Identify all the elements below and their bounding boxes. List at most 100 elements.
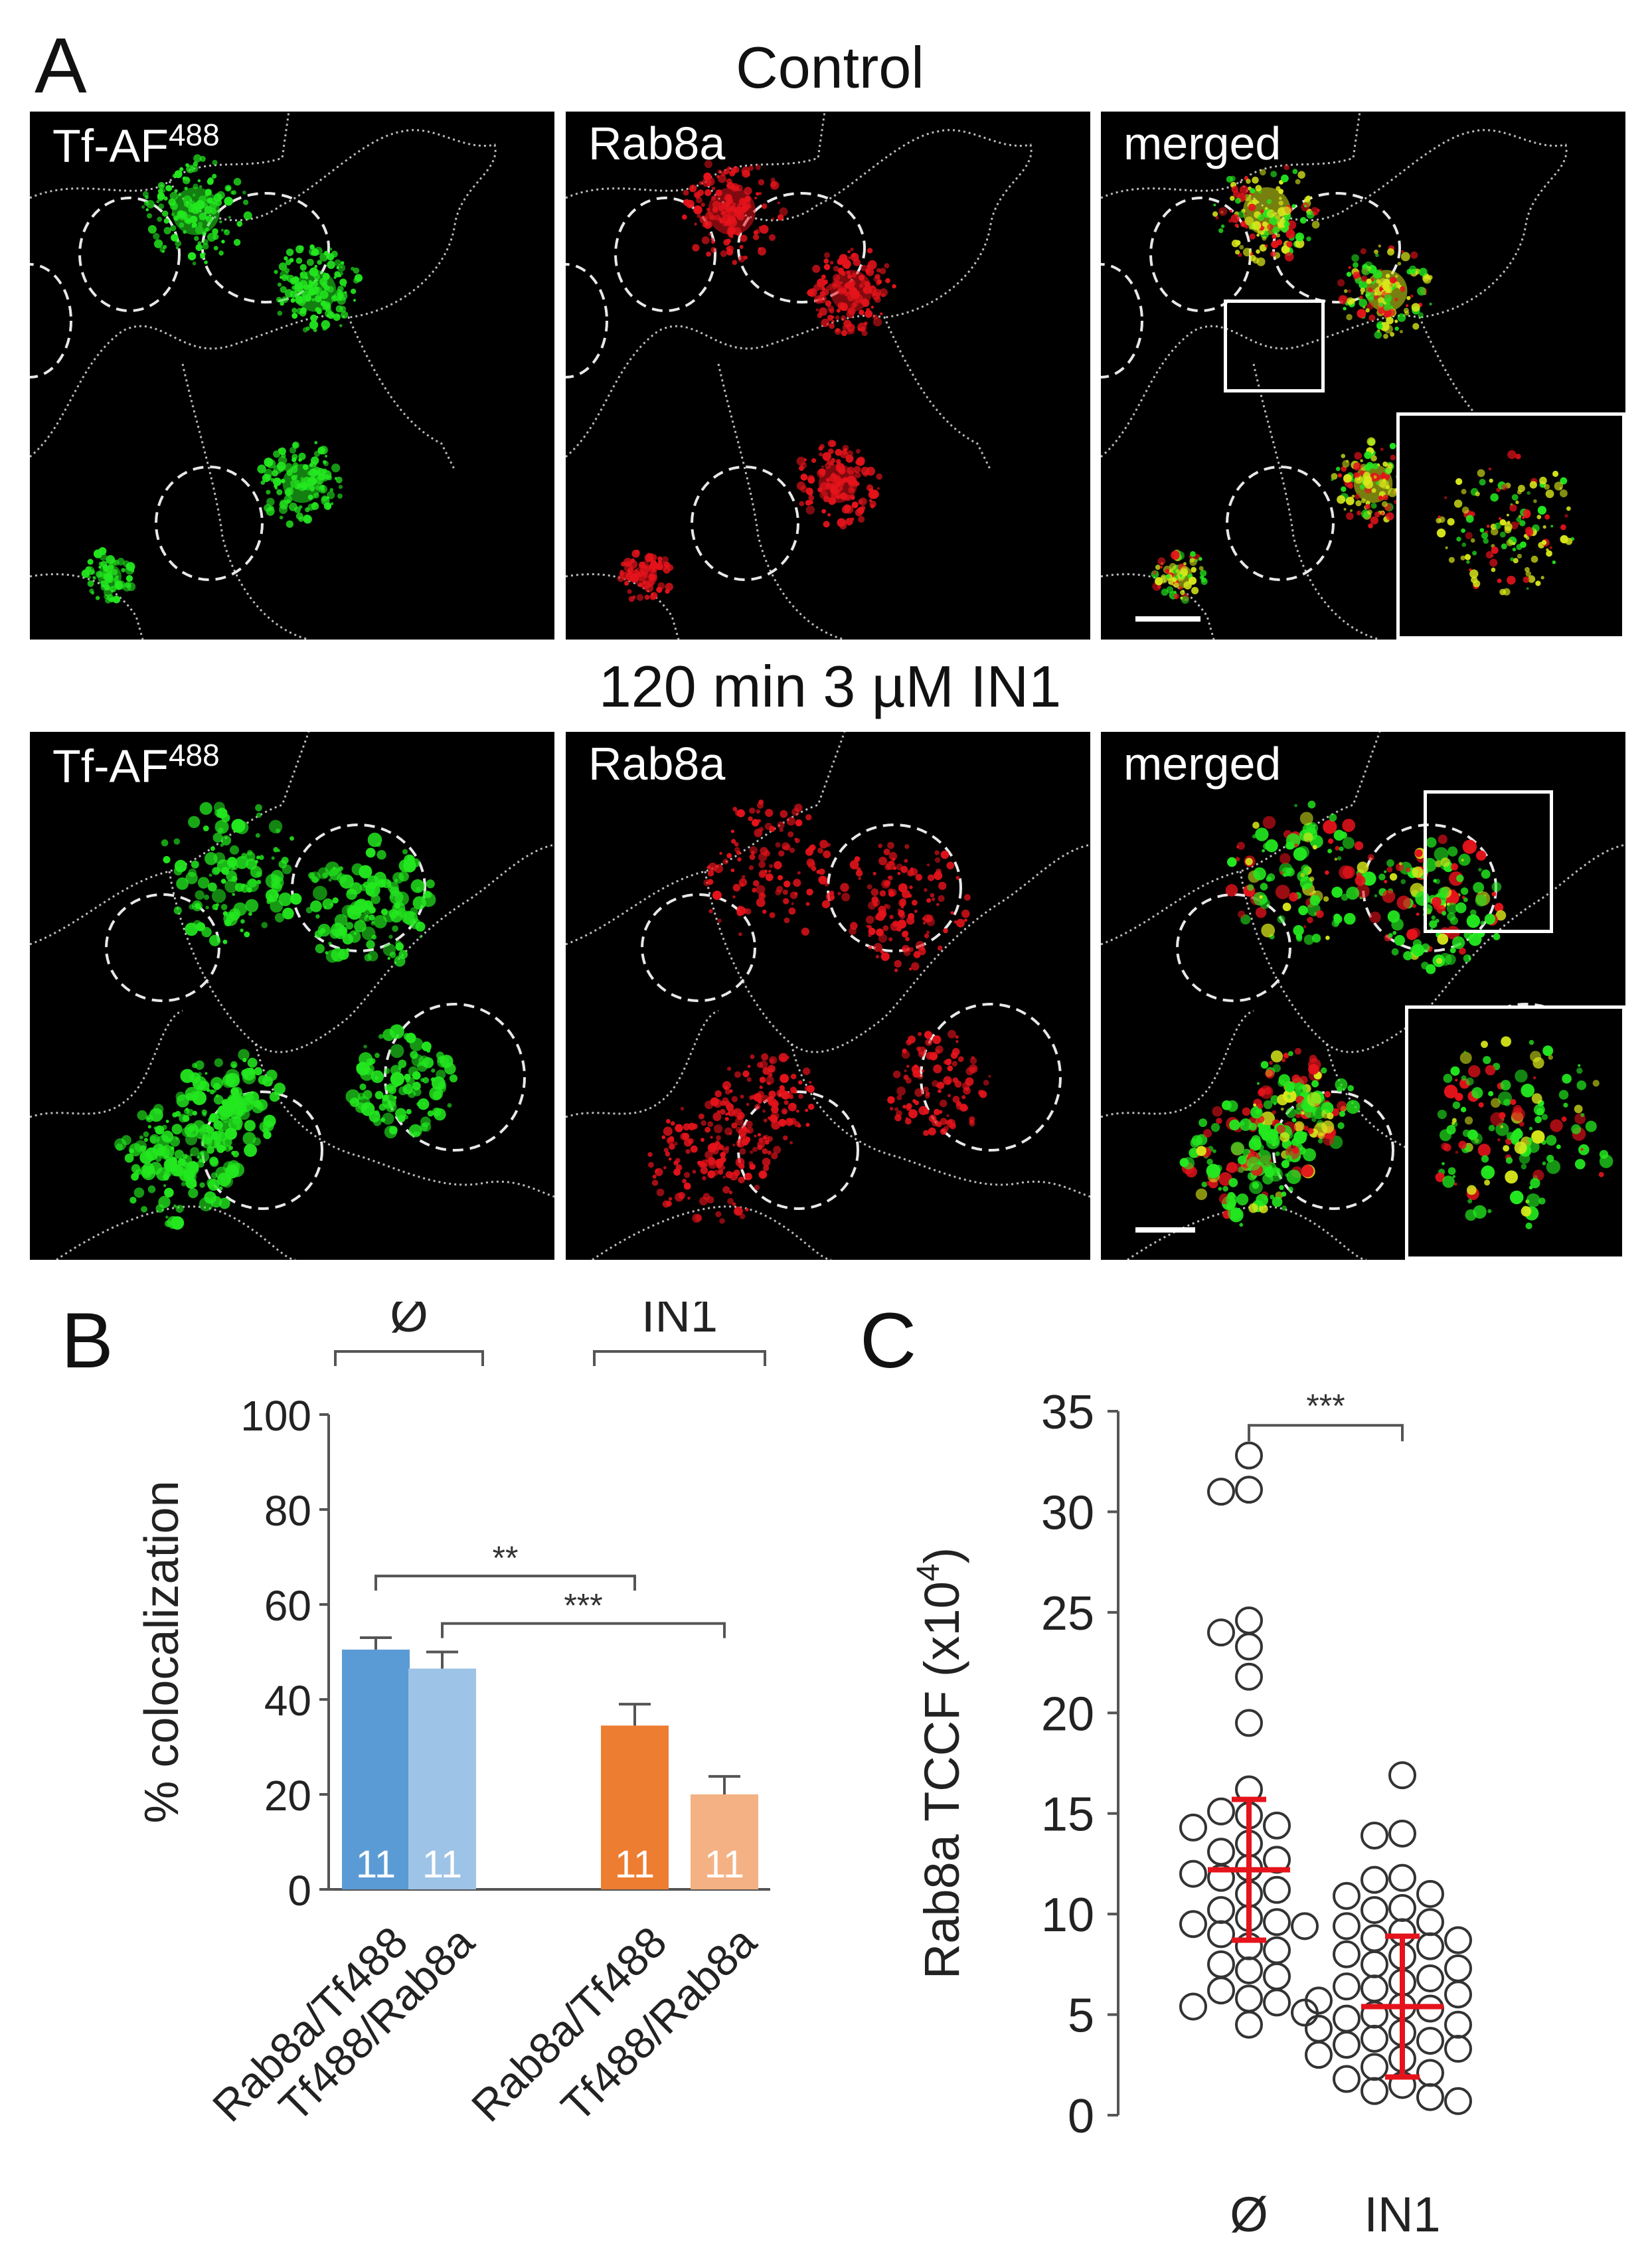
cell-outline-overlay	[30, 112, 497, 640]
group-label: IN1	[641, 1302, 718, 1342]
data-point	[1207, 1838, 1235, 1866]
data-point	[1333, 1972, 1361, 2001]
data-point	[1333, 2004, 1361, 2033]
data-point	[1333, 1881, 1361, 1910]
data-point	[1305, 2014, 1333, 2043]
data-point	[1207, 1896, 1235, 1925]
data-point	[1333, 2031, 1361, 2059]
data-point	[1263, 1962, 1291, 1991]
data-point	[1444, 1980, 1472, 2009]
tccf-scatter-chart: 0 5 10 15 20 25 30 35 Rab8a TCCF (x104) Ø IN1 ***	[911, 1386, 1472, 2242]
data-point	[1333, 1940, 1361, 1968]
data-point	[1416, 2059, 1444, 2087]
bar	[408, 1668, 476, 1889]
y-tick-label: 20	[1041, 1687, 1094, 1741]
data-point	[1235, 1476, 1263, 1504]
data-point	[1444, 2035, 1472, 2063]
data-point	[1207, 1920, 1235, 1948]
data-point	[1179, 1813, 1207, 1842]
row1-title: Control	[736, 35, 924, 100]
bar-n-label: 11	[615, 1843, 655, 1886]
data-point	[1207, 1976, 1235, 2005]
data-point	[1416, 1932, 1444, 1960]
cell-outline-overlay	[30, 732, 554, 1260]
y-tick-label: 30	[1041, 1486, 1094, 1539]
data-point	[1361, 1822, 1388, 1850]
green-signal	[114, 802, 458, 1230]
y-tick-label: 40	[264, 1677, 311, 1725]
channel-label-rab8a: Rab8a	[588, 118, 726, 169]
data-point	[1361, 2024, 1388, 2053]
data-point	[1388, 1894, 1416, 1923]
bar	[342, 1649, 410, 1889]
data-point	[1416, 2026, 1444, 2055]
data-point	[1416, 1908, 1444, 1937]
data-point	[1235, 1662, 1263, 1691]
in1-tf-image: Tf-AF488	[30, 732, 554, 1260]
y-axis-label: % colocalization	[135, 1480, 189, 1823]
data-point	[1305, 2041, 1333, 2069]
zoom-inset	[1396, 412, 1625, 640]
red-signal	[647, 800, 991, 1224]
y-tick-label: 60	[264, 1582, 311, 1630]
data-point	[1361, 2053, 1388, 2081]
y-tick-label: 25	[1041, 1587, 1094, 1640]
cell-outline-overlay	[566, 112, 1032, 640]
data-point	[1305, 1986, 1333, 2015]
control-rab8a-image: Rab8a	[566, 112, 1090, 640]
data-point	[1361, 1865, 1388, 1894]
data-point	[1263, 1875, 1291, 1904]
y-tick-label: 15	[1041, 1788, 1094, 1842]
channel-label-rab8a: Rab8a	[588, 738, 726, 790]
group-bracket	[334, 1350, 484, 1366]
category-label: Ø	[1230, 2187, 1268, 2242]
channel-label-tf: Tf-AF488	[52, 738, 220, 792]
inset-signal	[1436, 450, 1575, 596]
data-point	[1444, 1954, 1472, 1982]
data-point	[1444, 1926, 1472, 1954]
control-tf-image: Tf-AF488	[30, 112, 554, 640]
data-point	[1416, 1879, 1444, 1908]
data-point	[1388, 1863, 1416, 1892]
control-merged-image: merged	[1101, 112, 1625, 640]
data-point	[1235, 2010, 1263, 2039]
significance-label: **	[493, 1539, 519, 1577]
category-label: IN1	[1364, 2187, 1440, 2242]
y-axis-label: Rab8a TCCF (x104)	[911, 1547, 969, 1979]
in1-merged-image: merged	[1101, 732, 1625, 1260]
bar-n-label: 11	[422, 1843, 462, 1886]
data-point	[1416, 1964, 1444, 1993]
significance-bracket	[441, 1622, 726, 1638]
bar-n-label: 11	[704, 1843, 744, 1886]
y-tick-label: 80	[264, 1487, 311, 1535]
data-point	[1179, 1992, 1207, 2021]
y-tick-label: 0	[1068, 2090, 1094, 2143]
red-signal	[617, 160, 896, 602]
y-tick-label: 5	[1068, 1990, 1094, 2043]
data-point	[1207, 1797, 1235, 1826]
bar	[691, 1794, 758, 1889]
data-point	[1263, 1936, 1291, 1964]
panel-c-letter: C	[860, 1297, 917, 1385]
data-point	[1361, 1950, 1388, 1978]
data-point	[1333, 2065, 1361, 2093]
data-point	[1263, 1811, 1291, 1840]
zoom-region-box	[1424, 790, 1553, 933]
data-point	[1444, 2010, 1472, 2039]
in1-rab8a-image: Rab8a	[566, 732, 1090, 1260]
data-point	[1235, 1984, 1263, 2013]
group-label: Ø	[390, 1302, 428, 1342]
data-point	[1207, 1863, 1235, 1892]
scale-bar	[1135, 616, 1200, 622]
green-signal	[81, 154, 363, 604]
data-point	[1361, 2077, 1388, 2105]
bar	[601, 1725, 669, 1889]
data-point	[1235, 1441, 1263, 1470]
group-bracket	[593, 1350, 766, 1366]
data-point	[1207, 1618, 1235, 1647]
significance-label: ***	[564, 1587, 602, 1624]
data-point	[1235, 1956, 1263, 1984]
data-point	[1361, 1896, 1388, 1925]
significance-bracket	[374, 1575, 636, 1591]
